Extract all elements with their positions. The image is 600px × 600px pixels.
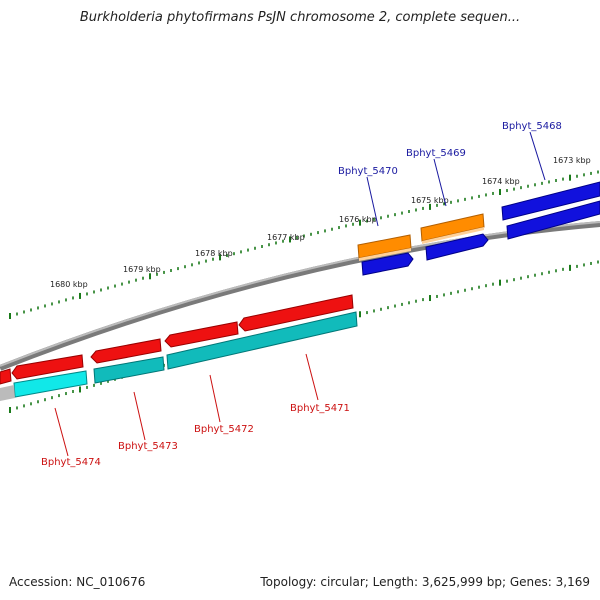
accession-text: Accession: NC_010676 xyxy=(9,575,146,589)
kbp-label: 1679 kbp xyxy=(123,265,161,274)
gene-label-bphyt-5472[interactable]: Bphyt_5472 xyxy=(194,424,254,435)
gene-bphyt-5473-red[interactable] xyxy=(90,338,162,364)
gene-bphyt-5474-red-main[interactable] xyxy=(11,354,84,380)
gene-bphyt-5470-blue[interactable] xyxy=(361,252,414,276)
gene-label-bphyt-5469[interactable]: Bphyt_5469 xyxy=(406,148,466,159)
gene-label-bphyt-5471[interactable]: Bphyt_5471 xyxy=(290,403,350,414)
gene-bphyt-5472-red[interactable] xyxy=(164,321,239,348)
kbp-label: 1677 kbp xyxy=(267,233,305,242)
chromosome-backbone xyxy=(0,221,600,371)
map-title: Burkholderia phytofirmans PsJN chromosom… xyxy=(79,10,521,25)
gene-bphyt-5469-blue[interactable] xyxy=(425,233,489,261)
kbp-label: 1674 kbp xyxy=(482,177,520,186)
reverse-strand-genes xyxy=(0,294,358,401)
gene-bphyt-5468-upper[interactable] xyxy=(501,181,600,221)
gene-label-bphyt-5473[interactable]: Bphyt_5473 xyxy=(118,441,178,452)
chromosome-backbone-highlight xyxy=(0,221,600,367)
gene-bphyt-5473-cyan[interactable] xyxy=(93,356,165,384)
outer-tick-track xyxy=(9,170,599,319)
kbp-label: 1678 kbp xyxy=(195,249,233,258)
gene-bphyt-5472-cyan[interactable] xyxy=(166,311,358,370)
gene-bphyt-5470-shadow xyxy=(359,248,411,261)
gene-bphyt-5474-red[interactable] xyxy=(0,368,12,385)
gene-bphyt-5471-red[interactable] xyxy=(238,294,354,332)
kbp-label: 1675 kbp xyxy=(411,196,449,205)
topology-text: Topology: circular; Length: 3,625,999 bp… xyxy=(260,575,590,589)
kbp-label: 1676 kbp xyxy=(339,215,377,224)
gene-label-bphyt-5470[interactable]: Bphyt_5470 xyxy=(338,166,398,177)
gene-left-gray xyxy=(0,385,15,401)
gene-label-bphyt-5474[interactable]: Bphyt_5474 xyxy=(41,457,101,468)
kbp-scale-labels: 1680 kbp 1679 kbp 1678 kbp 1677 kbp 1676… xyxy=(50,156,591,289)
kbp-label: 1673 kbp xyxy=(553,156,591,165)
gene-bphyt-5474-cyan[interactable] xyxy=(13,370,88,398)
forward-strand-genes xyxy=(357,181,600,276)
kbp-label: 1680 kbp xyxy=(50,280,88,289)
gene-bphyt-5469-shadow xyxy=(422,227,484,244)
gene-bphyt-5468-lower[interactable] xyxy=(506,200,600,240)
gene-leader-lines xyxy=(54,131,546,457)
gene-label-bphyt-5468[interactable]: Bphyt_5468 xyxy=(502,121,562,132)
